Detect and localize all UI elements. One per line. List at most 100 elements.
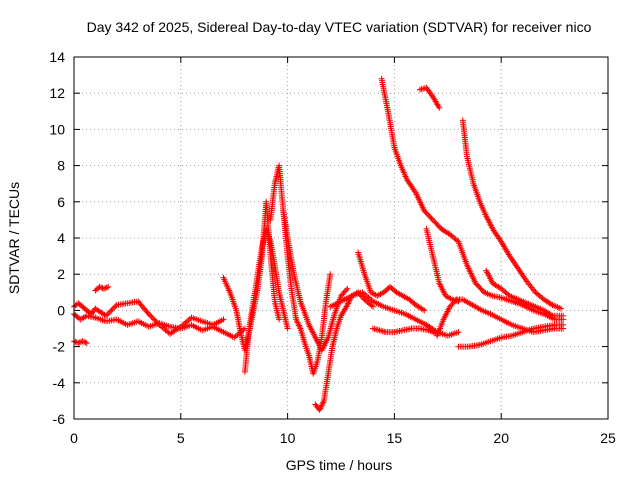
data-point-run: [310, 359, 320, 377]
data-point-run: [79, 338, 90, 346]
y-tick-label: 4: [57, 230, 65, 246]
y-tick-label: 12: [49, 85, 65, 101]
data-point-run: [508, 298, 524, 308]
data-point-run: [429, 216, 444, 231]
data-point-run: [276, 289, 286, 312]
data-point-run: [233, 307, 244, 334]
data-point-run: [297, 298, 312, 327]
data-point-run: [284, 253, 295, 294]
series-trace-f: [241, 225, 291, 375]
x-tick-label: 5: [177, 430, 185, 446]
data-point-run: [442, 292, 454, 302]
y-tick-label: 0: [57, 302, 65, 318]
data-point-run: [508, 321, 524, 331]
series-trace-d: [92, 283, 112, 294]
data-point-run: [519, 302, 535, 313]
data-point-run: [380, 303, 396, 313]
y-axis-label: SDTVAR / TECUs: [6, 182, 22, 294]
series-trace-o: [423, 225, 462, 305]
data-point-run: [276, 162, 287, 212]
data-point-run: [318, 300, 329, 341]
data-point-run: [506, 253, 521, 271]
data-point-run: [440, 305, 453, 323]
data-point-run: [320, 372, 331, 404]
data-point-run: [385, 108, 398, 149]
data-point-run: [532, 289, 546, 302]
data-point-run: [113, 300, 129, 308]
data-point-run: [498, 285, 512, 298]
data-point-run: [378, 75, 391, 113]
data-point-run: [263, 225, 273, 243]
data-point-run: [188, 314, 204, 324]
data-point-run: [333, 314, 344, 332]
series-trace-n: [417, 84, 443, 111]
data-point-run: [135, 318, 150, 329]
data-point-run: [519, 326, 535, 336]
series-trace-q: [459, 117, 564, 312]
data-point-run: [355, 249, 367, 276]
data-point-run: [75, 338, 85, 346]
data-point-run: [446, 298, 459, 310]
data-point-run: [421, 207, 435, 222]
data-point-run: [359, 289, 375, 304]
data-point-run: [429, 253, 442, 285]
data-point-run: [530, 307, 546, 317]
data-point-run: [489, 280, 503, 291]
x-axis-label: GPS time / hours: [286, 457, 393, 473]
data-point-run: [361, 271, 374, 294]
data-point-run: [96, 283, 106, 292]
data-point-run: [464, 262, 478, 285]
data-point-run: [92, 285, 102, 294]
data-point-run: [466, 342, 482, 350]
data-point-run: [271, 298, 283, 323]
data-point-run: [220, 329, 236, 340]
data-point-run: [412, 316, 428, 327]
data-point-run: [523, 300, 537, 310]
y-tick-label: -6: [53, 411, 66, 427]
x-tick-label: 0: [70, 430, 78, 446]
data-point-run: [348, 289, 364, 299]
data-point-run: [434, 318, 446, 339]
data-point-run: [444, 329, 462, 339]
data-point-run: [291, 271, 303, 303]
data-series: [71, 75, 567, 413]
data-point-run: [374, 290, 386, 299]
data-point-run: [325, 345, 336, 377]
data-point-run: [438, 225, 452, 237]
data-point-run: [177, 315, 193, 330]
data-point-run: [508, 329, 524, 339]
data-point-run: [498, 316, 514, 327]
data-point-run: [476, 198, 489, 218]
series-trace-l: [370, 325, 441, 337]
data-point-run: [549, 302, 564, 312]
data-point-run: [412, 302, 428, 314]
data-point-run: [476, 338, 492, 348]
data-point-run: [271, 262, 282, 294]
data-point-run: [391, 144, 404, 167]
data-point-run: [267, 238, 278, 267]
chart-title: Day 342 of 2025, Sidereal Day-to-day VTE…: [87, 19, 592, 35]
series-trace-r: [455, 321, 567, 350]
series-trace-s: [483, 267, 567, 319]
series-trace-j: [327, 289, 462, 339]
data-point-run: [459, 296, 471, 306]
data-point-run: [323, 271, 334, 305]
data-point-run: [75, 300, 87, 311]
x-tick-label: 15: [387, 430, 403, 446]
data-point-run: [280, 307, 291, 332]
data-point-run: [254, 255, 265, 292]
series-trace-p: [434, 296, 567, 339]
data-point-run: [487, 335, 503, 345]
series-trace-k: [355, 249, 428, 314]
data-point-run: [399, 325, 413, 334]
data-point-run: [267, 253, 278, 303]
data-point-run: [145, 311, 162, 327]
data-point-run: [459, 117, 470, 158]
data-point-run: [489, 225, 504, 243]
data-point-run: [316, 399, 327, 413]
data-point-run: [391, 327, 405, 336]
series-trace-m: [378, 75, 567, 323]
data-point-run: [103, 303, 119, 319]
data-point-run: [399, 292, 411, 302]
